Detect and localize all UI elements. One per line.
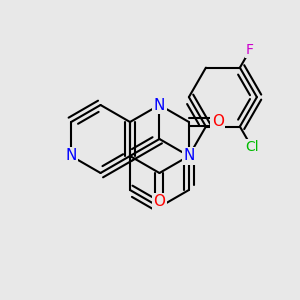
Text: F: F <box>246 43 254 57</box>
Text: N: N <box>183 148 195 164</box>
Text: O: O <box>153 194 165 209</box>
Text: Cl: Cl <box>245 140 259 154</box>
Text: N: N <box>154 98 165 112</box>
Text: O: O <box>212 115 224 130</box>
Text: N: N <box>65 148 77 164</box>
